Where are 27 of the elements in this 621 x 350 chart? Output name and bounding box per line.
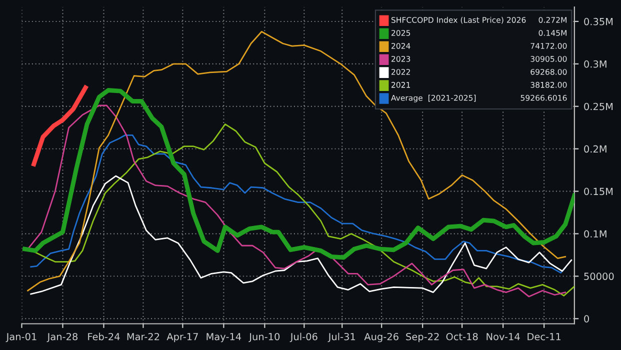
line-series (32, 85, 88, 166)
y-tick-label: 0.1M (584, 230, 606, 238)
y-tick-label: 0 (584, 315, 589, 322)
x-tick-label: Oct-18 (446, 332, 478, 340)
x-tick-label: Jul-31 (328, 332, 356, 342)
y-tick-label: 0.15M (584, 188, 613, 196)
x-tick-label: Dec-11 (528, 333, 561, 340)
y-tick-label: 0.35M (584, 18, 613, 26)
y-tick-label: 0.3M (584, 60, 606, 68)
y-tick-label: 0.25M (584, 102, 613, 110)
x-tick-label: Apr-17 (166, 333, 198, 342)
x-tick-label: Nov-14 (486, 333, 520, 340)
x-tick-label: Jul-06 (290, 332, 318, 342)
line-series (30, 175, 572, 295)
x-tick-label: Jun-10 (248, 332, 280, 342)
y-tick-label: 0.2M (584, 145, 606, 153)
line-series (30, 134, 566, 274)
x-tick-label: Sep-22 (406, 332, 439, 342)
x-tick-label: Aug-26 (364, 332, 398, 342)
x-tick-label: Jan-28 (46, 332, 78, 342)
x-tick-label: May-14 (206, 333, 242, 342)
y-tick-label: 50000 (584, 272, 614, 280)
x-tick-label: Feb-24 (88, 332, 120, 340)
line-series (27, 30, 566, 292)
x-tick-label: Mar-22 (127, 332, 160, 340)
line-series (22, 88, 574, 260)
x-tick-label: Jan-01 (6, 332, 36, 342)
